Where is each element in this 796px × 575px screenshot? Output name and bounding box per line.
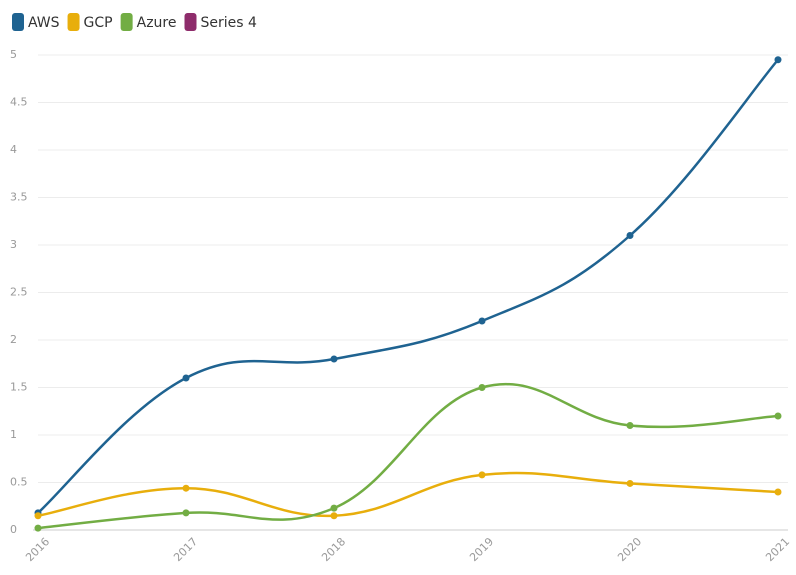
- legend-label: GCP: [84, 15, 113, 31]
- data-point: [626, 422, 634, 429]
- data-point: [478, 384, 486, 391]
- x-tick-label: 2020: [615, 535, 644, 564]
- legend-item: Azure: [120, 13, 177, 31]
- y-tick-label: 2.5: [10, 286, 28, 299]
- data-point: [774, 412, 782, 420]
- data-point: [626, 232, 634, 239]
- data-point: [330, 355, 338, 363]
- data-point: [182, 374, 190, 382]
- data-point: [478, 471, 486, 479]
- y-tick-label: 0: [10, 523, 17, 536]
- y-tick-label: 3: [10, 238, 17, 251]
- legend-swatch: [120, 13, 133, 31]
- data-point: [182, 484, 190, 492]
- data-point: [774, 56, 782, 64]
- data-point: [330, 504, 338, 512]
- data-point: [34, 524, 42, 532]
- data-point: [34, 512, 42, 520]
- y-tick-label: 1: [10, 428, 17, 441]
- legend-swatch: [184, 13, 197, 31]
- legend-item: AWS: [12, 13, 60, 31]
- data-point: [626, 479, 634, 487]
- y-tick-label: 2: [10, 333, 17, 346]
- legend-item: Series 4: [184, 13, 258, 31]
- x-tick-label: 2017: [171, 535, 200, 564]
- x-tick-label: 2016: [23, 535, 52, 564]
- data-point: [330, 512, 338, 520]
- series-line: [37, 58, 779, 514]
- legend-swatch: [67, 13, 80, 31]
- data-point: [182, 509, 190, 517]
- x-tick-label: 2021: [763, 535, 792, 564]
- series-line: [37, 382, 779, 530]
- legend-label: Azure: [137, 15, 177, 31]
- legend-item: GCP: [67, 13, 113, 31]
- x-tick-label: 2018: [319, 535, 348, 564]
- series-line: [37, 471, 779, 518]
- y-tick-label: 5: [10, 48, 17, 61]
- legend-swatch: [12, 13, 24, 31]
- data-point: [478, 317, 486, 325]
- y-tick-label: 0.5: [10, 476, 28, 489]
- y-tick-label: 4: [10, 143, 17, 156]
- y-tick-label: 4.5: [10, 96, 28, 109]
- legend-label: AWS: [28, 15, 60, 31]
- data-point: [774, 488, 782, 496]
- x-tick-label: 2019: [467, 535, 496, 564]
- y-tick-label: 3.5: [10, 191, 28, 204]
- y-tick-label: 1.5: [10, 381, 28, 394]
- legend-label: Series 4: [201, 15, 258, 31]
